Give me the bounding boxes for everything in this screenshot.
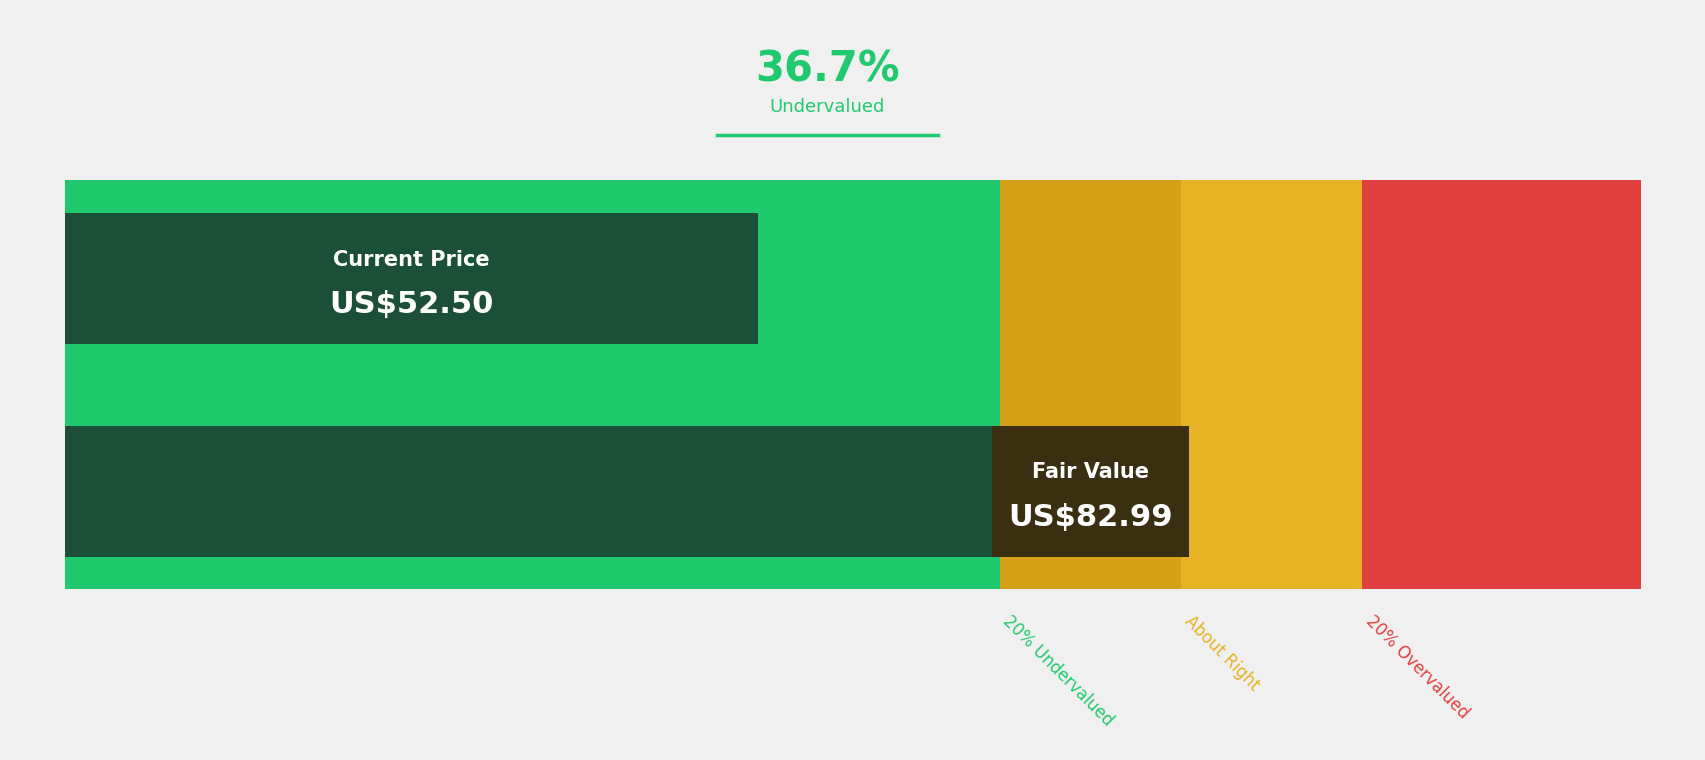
Text: Current Price: Current Price (332, 249, 489, 270)
Text: Fair Value: Fair Value (1032, 462, 1147, 483)
Text: US$52.50: US$52.50 (329, 290, 493, 319)
Bar (1180, 180, 1361, 589)
Text: 20% Undervalued: 20% Undervalued (999, 612, 1117, 730)
Bar (65, 213, 759, 344)
Text: 20% Overvalued: 20% Overvalued (1361, 612, 1471, 722)
Bar (65, 426, 999, 556)
Text: 36.7%: 36.7% (755, 49, 899, 90)
Text: About Right: About Right (1180, 612, 1262, 694)
Bar (991, 426, 1188, 556)
Text: US$82.99: US$82.99 (1008, 503, 1171, 532)
Text: Undervalued: Undervalued (769, 97, 885, 116)
Bar (999, 180, 1180, 589)
Bar (65, 180, 999, 589)
Bar (1361, 180, 1640, 589)
